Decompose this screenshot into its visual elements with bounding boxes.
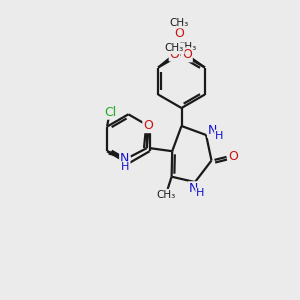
Text: N: N (208, 124, 218, 137)
Text: O: O (228, 150, 238, 164)
Text: N: N (120, 152, 130, 165)
Text: H: H (196, 188, 205, 199)
Text: O: O (143, 119, 153, 132)
Text: N: N (189, 182, 198, 195)
Text: O: O (174, 27, 184, 40)
Text: H: H (215, 130, 224, 141)
Text: CH₃: CH₃ (169, 17, 189, 28)
Text: H: H (121, 162, 129, 172)
Text: CH₃: CH₃ (157, 190, 176, 200)
Text: O: O (170, 47, 180, 61)
Text: O: O (182, 48, 192, 62)
Text: CH₃: CH₃ (165, 43, 184, 53)
Text: CH₃: CH₃ (178, 41, 197, 52)
Text: Cl: Cl (104, 106, 116, 119)
